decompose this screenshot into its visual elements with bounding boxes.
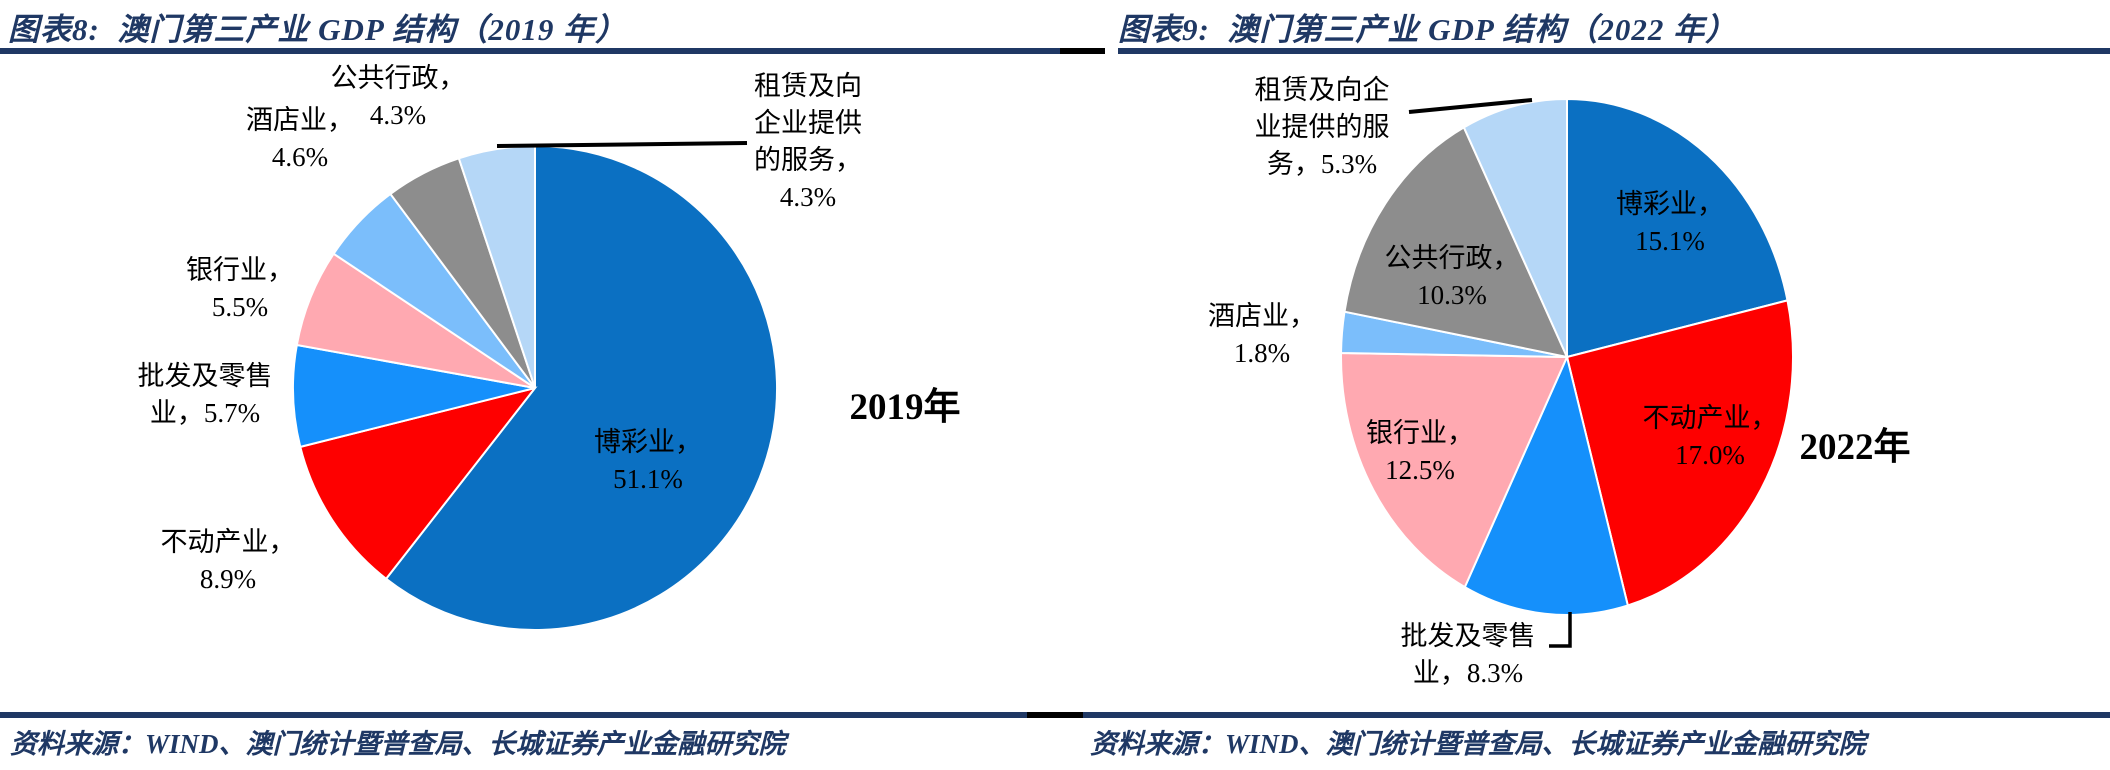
pie-slice-real-estate-2022 <box>1565 299 1794 607</box>
leader-line-wholesale-2022 <box>1549 612 1572 648</box>
pie-slice-rental-services-2022 <box>1462 97 1568 358</box>
title-rule-black-segment <box>1060 48 1105 54</box>
label-real-estate-2019: 不动产业， 8.9% <box>160 527 296 594</box>
pie-2019 <box>292 144 778 631</box>
figure-9-source: 资料来源：WIND、澳门统计暨普查局、长城证券产业金融研究院 <box>1090 729 1866 759</box>
label-real-estate-2022: 不动产业， 17.0% <box>1642 403 1778 470</box>
label-public-admin-2019: 公共行政， 4.3% <box>330 63 466 130</box>
label-wholesale-retail-2022: 批发及零售 业，8.3% <box>1400 621 1536 688</box>
year-label-2019: 2019年 <box>849 387 961 428</box>
label-gaming-2019: 博彩业， 51.1% <box>594 427 702 494</box>
leader-line-rental-2022 <box>1408 98 1533 114</box>
pie-slice-real-estate-2019 <box>299 386 538 581</box>
figure-8-source: 资料来源：WIND、澳门统计暨普查局、长城证券产业金融研究院 <box>10 729 786 759</box>
label-wholesale-retail-2019: 批发及零售 业，5.7% <box>137 361 273 428</box>
source-rule-black-segment <box>1027 712 1083 718</box>
pie-slice-banking-2022 <box>1340 351 1569 589</box>
label-hotels-2022: 酒店业， 1.8% <box>1208 301 1316 368</box>
pie-slice-wholesale-retail-2022 <box>1463 353 1630 616</box>
figure-8-title: 图表8: 澳门第三产业 GDP 结构（2019 年） <box>8 12 628 47</box>
label-gaming-2022: 博彩业， 15.1% <box>1616 189 1724 256</box>
label-hotels-2019: 酒店业， 4.6% <box>246 105 354 172</box>
label-public-admin-2022: 公共行政， 10.3% <box>1384 243 1520 310</box>
leader-line-rental-2019 <box>496 141 748 148</box>
year-label-2022: 2022年 <box>1799 427 1911 468</box>
figure-9-title-rule <box>1118 48 2110 54</box>
label-rental-services-2022: 租赁及向企 业提供的服 务，5.3% <box>1254 75 1390 179</box>
label-banking-2022: 银行业， 12.5% <box>1366 418 1474 485</box>
figure-9-title: 图表9: 澳门第三产业 GDP 结构（2022 年） <box>1118 12 1738 47</box>
pie-slice-public-admin-2022 <box>1343 125 1569 359</box>
pie-2022 <box>1340 97 1794 616</box>
pie-slice-gaming-2022 <box>1566 97 1789 359</box>
figure-8-title-rule <box>0 48 1105 54</box>
pie-slice-gaming-2019 <box>384 144 778 631</box>
label-banking-2019: 银行业， 5.5% <box>186 255 294 322</box>
label-rental-services-2019: 租赁及向 企业提供 的服务， 4.3% <box>754 71 862 212</box>
